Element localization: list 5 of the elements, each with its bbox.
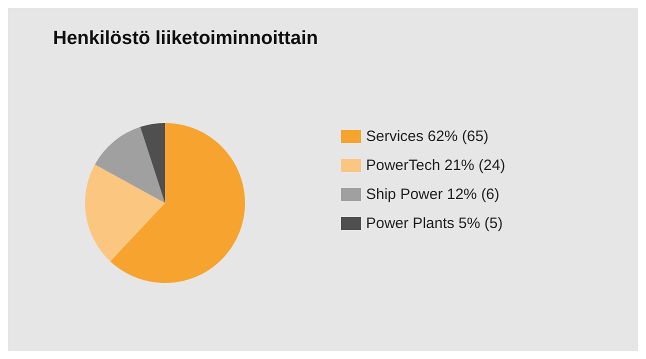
- legend-label: Power Plants 5% (5): [366, 215, 503, 232]
- chart-title: Henkilöstö liiketoiminnoittain: [53, 28, 318, 49]
- legend-label: Ship Power 12% (6): [366, 186, 500, 203]
- legend-label: PowerTech 21% (24): [366, 157, 506, 174]
- legend-label: Services 62% (65): [366, 128, 489, 145]
